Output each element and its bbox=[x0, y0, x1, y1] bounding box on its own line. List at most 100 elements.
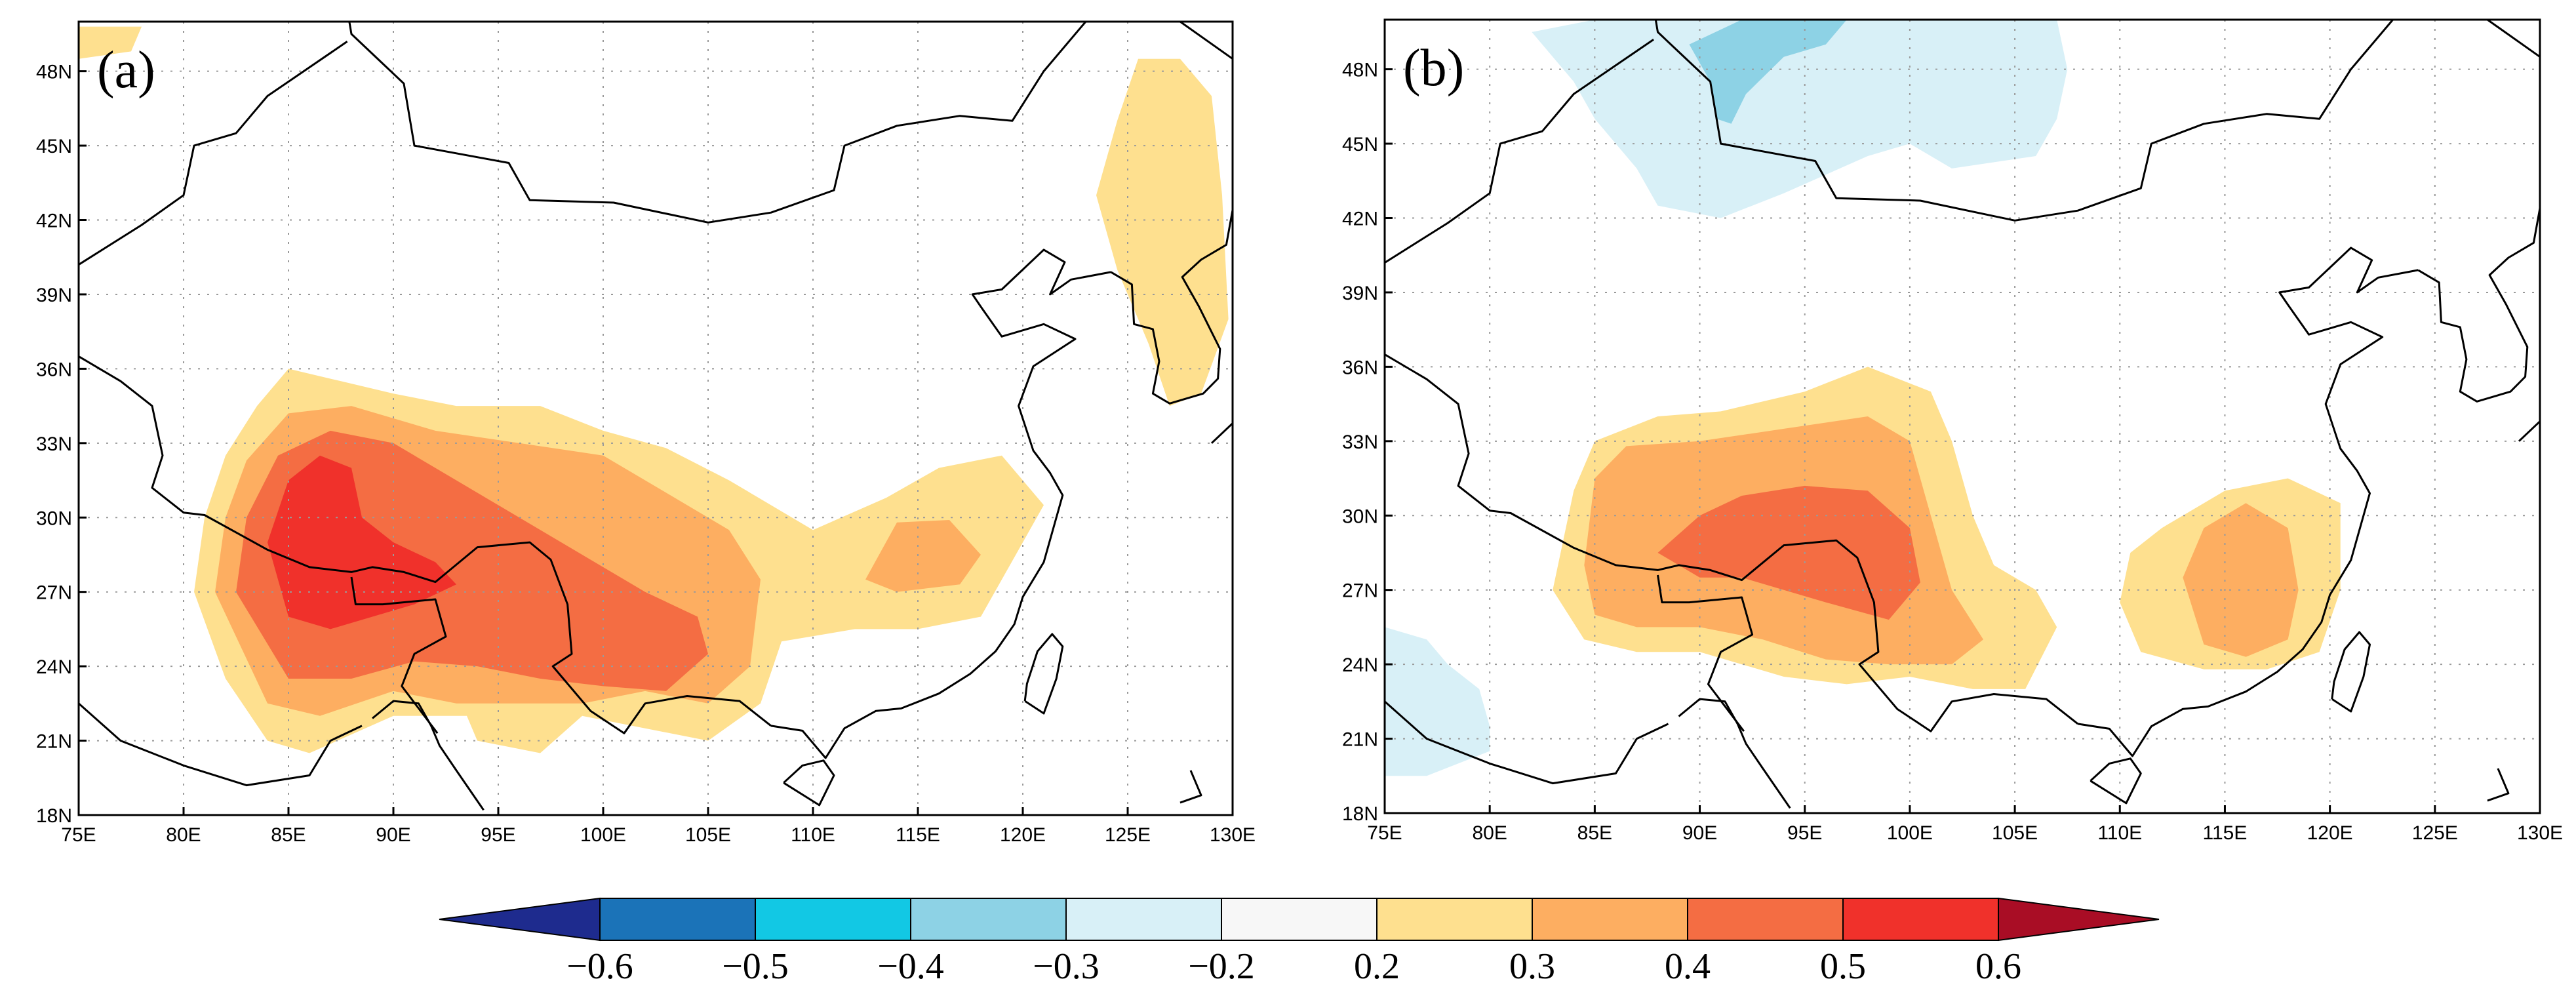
x-tick-label: 80E bbox=[1472, 822, 1507, 844]
y-tick-label: 30N bbox=[1342, 506, 1378, 527]
y-tick-label: 45N bbox=[36, 136, 72, 157]
coastline bbox=[2077, 247, 2419, 757]
coastline bbox=[1385, 39, 1654, 264]
region-b-0.4-0.5 bbox=[1657, 485, 1920, 620]
coastline bbox=[1110, 210, 1233, 405]
x-tick-label: 85E bbox=[271, 824, 306, 846]
colorbar-tick-label: 0.4 bbox=[1665, 946, 1711, 987]
coastline bbox=[783, 759, 835, 807]
coastline bbox=[2518, 420, 2540, 442]
map-panel-a: 75E 80E 85E 90E 95E 100E 105E 110E 115E 120E 125E 1… bbox=[36, 20, 1256, 846]
coastline bbox=[1657, 574, 1754, 732]
colorbar-tick-label: −0.3 bbox=[1033, 946, 1100, 987]
region-b-neg-0.2-0.3-north bbox=[1532, 20, 2068, 218]
colorbar-tick-label: −0.4 bbox=[877, 946, 944, 987]
coastline bbox=[79, 702, 363, 787]
y-tick-label: 18N bbox=[1342, 803, 1378, 825]
region-b-neg-0.2-0.3-southwest bbox=[1385, 627, 1490, 776]
region-a-0.2-0.3-corner bbox=[79, 26, 142, 59]
map-panel-b: 75E 80E 85E 90E 95E 100E 105E 110E 115E 120E 125E 1… bbox=[1342, 18, 2563, 844]
x-tick-label: 105E bbox=[1992, 822, 2038, 844]
x-tick-label: 100E bbox=[1887, 822, 1933, 844]
coastline bbox=[770, 249, 1111, 759]
colorbar-tick-label: −0.5 bbox=[722, 946, 789, 987]
y-tick-label: 42N bbox=[36, 210, 72, 232]
y-tick-label: 36N bbox=[1342, 357, 1378, 378]
y-tick-label: 21N bbox=[1342, 729, 1378, 751]
colorbar-tick-label: −0.6 bbox=[566, 946, 633, 987]
colorbar-box bbox=[1221, 898, 1377, 941]
colorbar-box bbox=[1842, 898, 1999, 941]
region-b-neg-0.3-0.4-north bbox=[1689, 20, 1847, 124]
panel-label-b: (b) bbox=[1403, 39, 1464, 97]
x-tick-label: 125E bbox=[2412, 822, 2458, 844]
x-tick-label: 90E bbox=[376, 824, 410, 846]
coastline bbox=[1678, 698, 1791, 809]
colorbar-box bbox=[1532, 898, 1688, 941]
y-tick-label: 39N bbox=[36, 285, 72, 306]
y-tick-label: 21N bbox=[36, 731, 72, 753]
colorbar-box bbox=[1376, 898, 1533, 941]
y-tick-label: 30N bbox=[36, 508, 72, 529]
y-tick-label: 39N bbox=[1342, 283, 1378, 304]
x-tick-label: 120E bbox=[1000, 824, 1046, 846]
coastline bbox=[372, 700, 485, 811]
coastline bbox=[2487, 768, 2510, 802]
colorbar-tick-label: 0.3 bbox=[1509, 946, 1555, 987]
y-tick-label: 33N bbox=[36, 433, 72, 455]
x-tick-label: 90E bbox=[1682, 822, 1717, 844]
y-tick-label: 45N bbox=[1342, 134, 1378, 155]
colorbar-tick-label: 0.6 bbox=[1975, 946, 2021, 987]
colorbar-tick-label: 0.5 bbox=[1820, 946, 1866, 987]
region-a-0.3-0.4-east bbox=[865, 520, 981, 592]
region-a-0.2-0.3-north bbox=[1096, 58, 1229, 407]
x-tick-label: 130E bbox=[2517, 822, 2563, 844]
colorbar-box bbox=[910, 898, 1067, 941]
coastline bbox=[2487, 20, 2540, 59]
colorbar-triangle-high bbox=[1998, 897, 2160, 942]
coastline bbox=[79, 41, 348, 266]
colorbar-tick-label: −0.2 bbox=[1188, 946, 1255, 987]
colorbar-triangle-low bbox=[439, 897, 601, 942]
x-tick-label: 75E bbox=[1367, 822, 1402, 844]
map-frame-a bbox=[77, 20, 1234, 816]
coastline bbox=[1385, 353, 2079, 732]
x-tick-label: 120E bbox=[2307, 822, 2353, 844]
colorbar-box bbox=[599, 898, 756, 941]
colorbar-box bbox=[1065, 898, 1222, 941]
coastline bbox=[1179, 770, 1202, 804]
map-frame-b bbox=[1383, 18, 2541, 814]
colorbar-box bbox=[1687, 898, 1844, 941]
colorbar-tick-label: 0.2 bbox=[1354, 946, 1400, 987]
y-tick-label: 27N bbox=[36, 582, 72, 604]
x-tick-label: 95E bbox=[481, 824, 515, 846]
x-tick-label: 130E bbox=[1210, 824, 1256, 846]
y-tick-label: 27N bbox=[1342, 580, 1378, 602]
y-tick-label: 24N bbox=[1342, 654, 1378, 676]
y-tick-label: 18N bbox=[36, 805, 72, 827]
coastline bbox=[348, 22, 1087, 224]
colorbar: −0.6 −0.5 −0.4 −0.3 −0.2 0.2 0.3 0.4 0.5 0.6 bbox=[439, 897, 2160, 987]
coastline bbox=[1210, 422, 1233, 444]
coastline bbox=[2331, 631, 2371, 713]
x-tick-label: 110E bbox=[2097, 822, 2142, 844]
x-tick-label: 115E bbox=[896, 824, 940, 846]
y-tick-label: 48N bbox=[36, 62, 72, 83]
region-b-0.3-0.4-east bbox=[2183, 503, 2299, 657]
coastline bbox=[1654, 20, 2394, 222]
x-tick-label: 100E bbox=[580, 824, 626, 846]
coastline bbox=[1385, 700, 1669, 785]
coastline bbox=[2417, 208, 2540, 403]
x-tick-label: 115E bbox=[2203, 822, 2248, 844]
coastline bbox=[2090, 757, 2142, 805]
colorbar-box bbox=[755, 898, 911, 941]
y-tick-label: 48N bbox=[1342, 60, 1378, 81]
coastline bbox=[1023, 633, 1064, 715]
coastline bbox=[1179, 22, 1233, 61]
y-tick-label: 42N bbox=[1342, 209, 1378, 230]
panel-label-a: (a) bbox=[97, 41, 155, 99]
x-tick-label: 110E bbox=[791, 824, 835, 846]
x-tick-label: 105E bbox=[685, 824, 731, 846]
coastline bbox=[350, 576, 447, 734]
